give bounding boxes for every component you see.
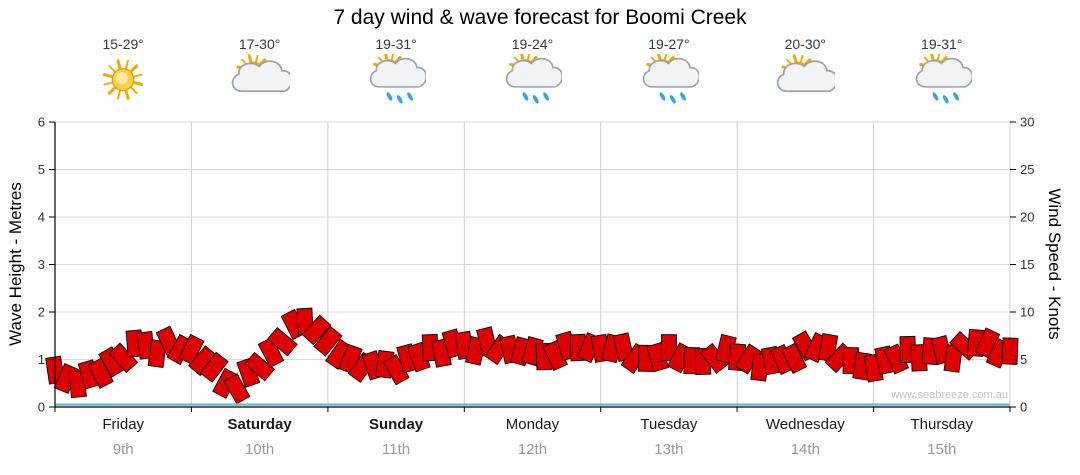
svg-text:0: 0: [38, 400, 45, 415]
temperature-range: 19-31°: [375, 36, 417, 52]
svg-text:1: 1: [38, 352, 45, 367]
day-name: Friday: [102, 416, 145, 433]
day-header-tuesday: 19-27°: [601, 36, 737, 112]
svg-text:15: 15: [1020, 257, 1034, 272]
day-name: Monday: [505, 416, 560, 433]
svg-text:5: 5: [1020, 352, 1027, 367]
svg-text:5: 5: [38, 162, 45, 177]
x-axis-labels: Friday 9th Saturday 10th Sunday 11th Monday 12t…: [55, 416, 1010, 458]
day-date: 15th: [927, 441, 957, 458]
day-name: Tuesday: [640, 416, 698, 433]
x-label-monday: Monday 12th: [464, 416, 600, 458]
sun-cloud-rain-icon: [912, 52, 973, 112]
x-label-friday: Friday 9th: [55, 416, 191, 458]
sun-icon: [93, 54, 153, 112]
day-header-saturday: 17-30°: [191, 36, 327, 112]
x-label-saturday: Saturday 10th: [191, 416, 327, 458]
day-name: Sunday: [368, 416, 424, 433]
temperature-range: 15-29°: [102, 36, 144, 52]
sun-cloud-rain-icon: [366, 52, 428, 112]
x-label-wednesday: Wednesday 14th: [737, 416, 873, 458]
day-header-friday: 15-29°: [55, 36, 191, 112]
day-header-sunday: 19-31°: [328, 36, 464, 112]
day-date: 9th: [112, 441, 134, 458]
day-header-thursday: 19-31°: [874, 36, 1010, 112]
watermark: www.seabreeze.com.au: [891, 389, 1008, 401]
day-date: 13th: [654, 441, 684, 458]
day-date: 12th: [517, 441, 548, 458]
svg-text:3: 3: [38, 257, 45, 272]
temperature-range: 20-30°: [784, 36, 827, 52]
x-label-thursday: Thursday 15th: [874, 416, 1010, 458]
svg-text:10: 10: [1020, 305, 1034, 320]
sun-cloud-rain-icon: [502, 52, 564, 112]
temperature-range: 19-27°: [648, 36, 690, 52]
day-date: 11th: [382, 441, 411, 458]
x-label-sunday: Sunday 11th: [328, 416, 464, 458]
day-date: 14th: [790, 441, 820, 458]
day-date: 10th: [245, 441, 275, 458]
svg-text:2: 2: [38, 305, 45, 320]
day-name: Wednesday: [765, 416, 845, 433]
svg-text:30: 30: [1020, 115, 1034, 130]
day-header-monday: 19-24°: [464, 36, 600, 112]
svg-text:0: 0: [1020, 400, 1027, 415]
wind-speed-flags: [45, 307, 1019, 405]
day-name: Thursday: [910, 416, 973, 433]
sun-cloud-rain-icon: [639, 52, 700, 112]
temperature-range: 19-24°: [511, 36, 554, 52]
svg-text:25: 25: [1020, 162, 1034, 177]
day-header-wednesday: 20-30°: [737, 36, 873, 112]
day-name: Saturday: [227, 416, 292, 433]
svg-text:4: 4: [38, 210, 45, 225]
svg-text:6: 6: [38, 115, 45, 130]
day-headers-row: 15-29° 17-30° 19-31° 19-24° 19-27° 20-30° 19-3…: [55, 36, 1010, 112]
temperature-range: 17-30°: [238, 36, 281, 52]
temperature-range: 19-31°: [921, 36, 963, 52]
chart-title: 7 day wind & wave forecast for Boomi Cre…: [333, 6, 747, 29]
x-label-tuesday: Tuesday 13th: [601, 416, 737, 458]
svg-text:20: 20: [1020, 210, 1034, 225]
